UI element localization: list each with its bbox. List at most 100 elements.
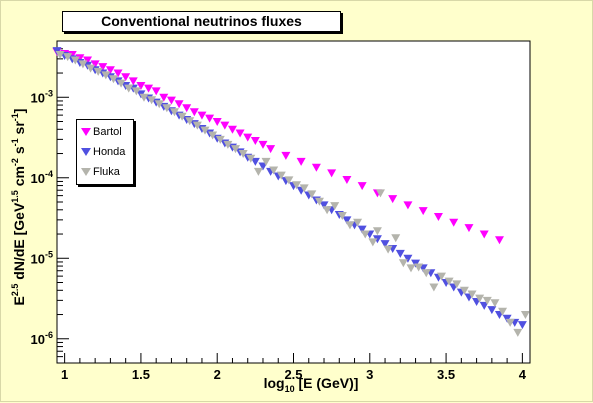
point-fluka <box>292 181 302 190</box>
point-honda <box>342 216 352 225</box>
point-bartol <box>98 63 108 72</box>
y-axis-label: E2.5 dN/dE [GeV1.5 cm-2 s-1 sr-1] <box>10 109 27 306</box>
point-bartol <box>227 125 237 134</box>
legend-marker-bartol <box>81 128 91 136</box>
point-fluka <box>93 67 103 76</box>
point-bartol <box>105 66 115 75</box>
point-bartol <box>342 176 352 185</box>
point-honda <box>357 225 367 234</box>
point-honda <box>517 321 527 330</box>
y-tick-label: 10-3 <box>31 88 53 105</box>
legend-item-bartol: Bartol <box>77 122 133 142</box>
point-fluka <box>437 272 447 281</box>
point-fluka <box>276 171 286 180</box>
point-honda <box>258 162 268 171</box>
point-fluka <box>192 121 202 130</box>
chart-title: Conventional neutrinos fluxes <box>62 11 341 32</box>
x-tick-label: 1 <box>61 367 68 382</box>
point-bartol <box>189 108 199 117</box>
point-bartol <box>205 114 215 123</box>
svg-text:E2.5 dN/dE [GeV1.5 cm-2 s-1 sr: E2.5 dN/dE [GeV1.5 cm-2 s-1 sr-1] <box>10 109 27 306</box>
point-bartol <box>464 224 474 233</box>
legend-marker-fluka <box>81 168 91 176</box>
x-tick-label: 2.5 <box>284 367 302 382</box>
point-fluka <box>360 230 370 239</box>
legend-label-bartol: Bartol <box>93 126 122 138</box>
point-fluka <box>223 140 233 149</box>
point-bartol <box>90 60 100 69</box>
point-bartol <box>83 56 93 65</box>
plot-frame <box>56 40 531 364</box>
point-fluka <box>55 50 65 59</box>
point-fluka <box>78 60 88 69</box>
data-points <box>52 47 530 337</box>
point-fluka <box>208 131 218 140</box>
point-fluka <box>116 79 126 88</box>
legend-item-fluka: Fluka <box>77 162 133 182</box>
point-bartol <box>182 104 192 113</box>
point-fluka <box>372 227 382 236</box>
point-fluka <box>162 104 172 113</box>
point-fluka <box>368 238 378 247</box>
point-fluka <box>452 280 462 289</box>
point-fluka <box>185 117 195 126</box>
point-bartol <box>296 157 306 166</box>
point-fluka <box>490 299 500 308</box>
point-fluka <box>147 96 157 105</box>
point-fluka <box>337 211 347 220</box>
point-fluka <box>261 157 271 166</box>
point-bartol <box>174 100 184 109</box>
point-fluka <box>513 328 523 337</box>
point-fluka <box>177 112 187 121</box>
point-fluka <box>200 126 210 135</box>
point-bartol <box>121 73 131 82</box>
point-fluka <box>375 189 385 198</box>
point-fluka <box>459 286 469 295</box>
point-bartol <box>479 230 489 239</box>
point-fluka <box>284 176 294 185</box>
point-bartol <box>494 236 504 245</box>
point-bartol <box>327 169 337 178</box>
y-tick-label: 10-5 <box>31 249 53 266</box>
point-fluka <box>429 283 439 292</box>
point-bartol <box>357 182 367 191</box>
point-fluka <box>421 269 431 278</box>
x-tick-label: 1.5 <box>132 367 150 382</box>
x-tick-label: 3.5 <box>437 367 455 382</box>
axis-ticks: 1 1.5 2 2.5 3 3.5 4 10-3 10-4 10-5 10-6 <box>31 40 527 382</box>
point-bartol <box>75 54 85 63</box>
point-bartol <box>136 82 146 91</box>
point-fluka <box>86 64 96 73</box>
point-bartol <box>67 50 77 59</box>
point-fluka <box>330 202 340 211</box>
point-fluka <box>299 184 309 193</box>
point-honda <box>403 254 413 263</box>
point-bartol <box>418 207 428 216</box>
point-fluka <box>131 87 141 96</box>
point-honda <box>502 314 512 323</box>
point-fluka <box>154 100 164 109</box>
point-bartol <box>151 87 161 96</box>
point-bartol <box>128 77 138 86</box>
point-fluka <box>70 56 80 65</box>
y-tick-label: 10-6 <box>31 330 53 347</box>
point-fluka <box>505 318 515 327</box>
legend-item-honda: Honda <box>77 142 133 162</box>
x-tick-label: 3 <box>366 367 373 382</box>
point-fluka <box>383 245 393 254</box>
point-bartol <box>159 93 169 102</box>
point-honda <box>380 240 390 249</box>
point-fluka <box>169 108 179 117</box>
point-bartol <box>113 69 123 78</box>
point-fluka <box>391 234 401 243</box>
point-fluka <box>269 166 279 175</box>
point-honda <box>395 249 405 258</box>
point-fluka <box>322 206 332 215</box>
point-bartol <box>449 218 459 227</box>
point-fluka <box>63 53 73 62</box>
point-fluka <box>414 263 424 272</box>
point-bartol <box>220 121 230 130</box>
point-bartol <box>197 111 207 120</box>
point-bartol <box>433 213 443 222</box>
